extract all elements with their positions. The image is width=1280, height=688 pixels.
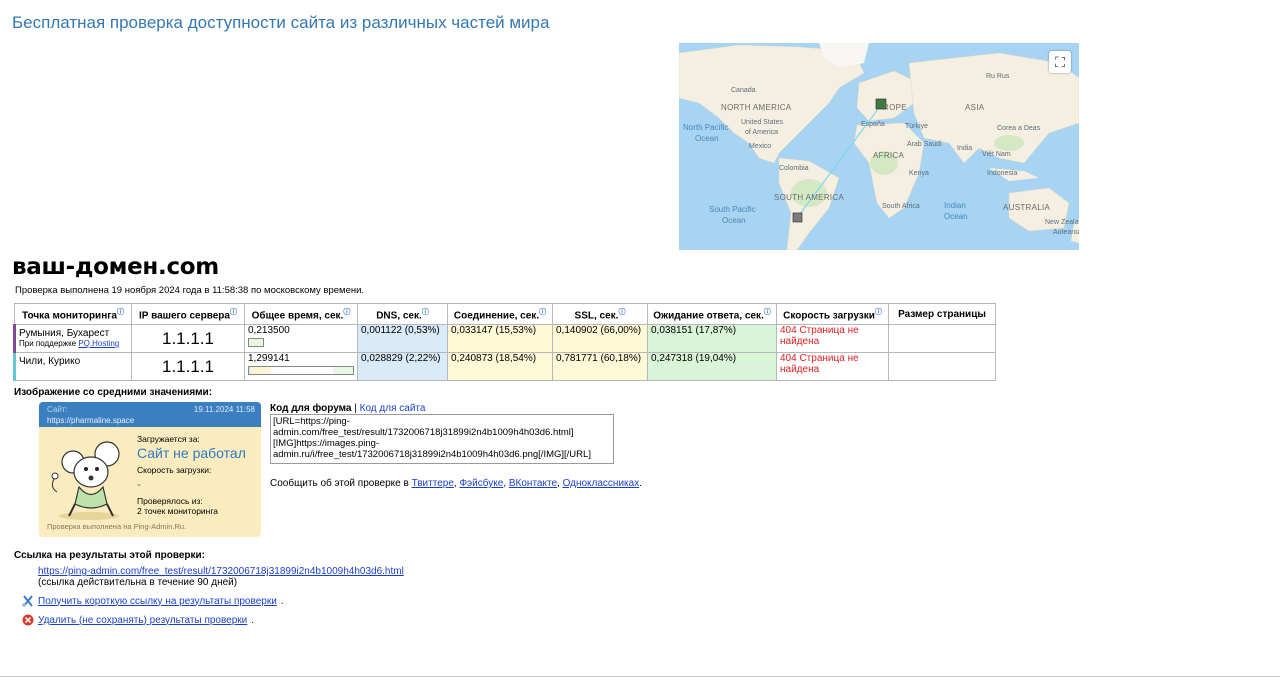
location-cell: Чили, Курико [13,352,132,381]
domain-heading: ваш-домен.com [12,254,219,280]
widget-checked-label: Проверялось из: [137,496,203,506]
help-icon[interactable]: ⓘ [539,308,547,316]
size-cell [888,352,996,381]
embed-code-textarea[interactable]: [URL=https://ping-admin.com/free_test/re… [270,414,614,464]
location-name: Чили, Курико [19,356,81,367]
results-table: Точка мониторингаⓘ IP вашего сервераⓘ Об… [13,303,996,381]
widget-speed-value: - [137,477,141,491]
marker-chile[interactable] [792,212,803,223]
hosting-credit: При поддержке PQ.Hosting [19,339,120,348]
delete-link[interactable]: Удалить (не сохранять) результаты провер… [38,614,248,626]
widget-status: Сайт не работал [137,445,246,461]
mouse-mascot-icon [51,441,120,520]
page-title: Бесплатная проверка доступности сайта из… [12,13,550,32]
delete-action: Удалить (не сохранять) результаты провер… [22,614,254,626]
tab-forum-code[interactable]: Код для форума [270,403,352,414]
dns-cell: 0,028829 (2,22%) [357,352,448,381]
ssl-cell: 0,781771 (60,18%) [552,352,648,381]
share-line: Сообщить об этой проверке в Твиттере, Фэ… [270,478,642,489]
share-facebook-link[interactable]: Фэйсбуке [459,478,504,489]
total-value: 0,213500 [248,325,290,336]
average-widget-image: Сайт: 19.11.2024 11:58 https://pharmalin… [39,402,261,537]
connect-cell: 0,033147 (15,53%) [447,324,553,353]
help-icon[interactable]: ⓘ [116,308,124,316]
scissors-icon [22,595,33,607]
header-ip: IP вашего сервераⓘ [131,303,245,325]
tab-separator: | [351,403,360,414]
header-connect: Соединение, сек.ⓘ [447,303,553,325]
help-icon[interactable]: ⓘ [763,308,771,316]
help-icon[interactable]: ⓘ [343,308,351,316]
widget-date: 19.11.2024 11:58 [193,405,255,414]
help-icon[interactable]: ⓘ [421,308,429,316]
widget-loading-label: Загружается за: [137,434,200,444]
share-suffix: . [639,478,642,489]
total-cell: 0,213500 [244,324,358,353]
delete-icon [22,614,34,626]
speed-cell: 404 Страница не найдена [776,352,889,381]
table-header-row: Точка мониторингаⓘ IP вашего сервераⓘ Об… [14,303,996,325]
share-prefix: Сообщить об этой проверке в [270,478,412,489]
header-total: Общее время, сек.ⓘ [244,303,358,325]
time-bar [248,366,354,375]
result-link-heading: Ссылка на результаты этой проверки: [14,550,206,561]
widget-url: https://pharmaline.space [47,416,135,425]
tab-site-code[interactable]: Код для сайта [359,403,426,414]
time-bar [248,338,264,347]
help-icon[interactable]: ⓘ [229,308,237,316]
location-cell: Румыния, Бухарест При поддержке PQ.Hosti… [13,324,132,353]
ssl-cell: 0,140902 (66,00%) [552,324,648,353]
fullscreen-icon[interactable]: ⛶ [1049,51,1071,73]
code-tabs: Код для форума | Код для сайта [270,403,425,414]
dns-cell: 0,001122 (0,53%) [357,324,448,353]
short-link-action: Получить короткую ссылку на результаты п… [22,595,284,607]
speed-cell: 404 Страница не найдена [776,324,889,353]
avg-image-heading: Изображение со средними значениями: [14,387,213,398]
total-value: 1,299141 [248,353,290,364]
widget-header: Сайт: 19.11.2024 11:58 https://pharmalin… [39,402,261,427]
widget-footer: Проверка выполнена на Ping-Admin.Ru. [47,522,187,531]
short-link[interactable]: Получить короткую ссылку на результаты п… [38,595,277,607]
widget-site-label: Сайт: [47,405,68,414]
check-time: Проверка выполнена 19 ноября 2024 года в… [15,285,365,296]
location-name: Румыния, Бухарест [19,328,110,339]
header-size: Размер страницы [888,303,996,325]
help-icon[interactable]: ⓘ [618,308,626,316]
widget-speed-label: Скорость загрузки: [137,465,212,475]
ip-cell: 1.1.1.1 [131,352,245,381]
hosting-link[interactable]: PQ.Hosting [78,339,120,348]
wait-cell: 0,247318 (19,04%) [647,352,777,381]
share-ok-link[interactable]: Одноклассниках [562,478,640,489]
table-row: Румыния, Бухарест При поддержке PQ.Hosti… [13,324,996,353]
header-ssl: SSL, сек.ⓘ [552,303,648,325]
header-dns: DNS, сек.ⓘ [357,303,448,325]
marker-romania[interactable] [875,98,887,110]
world-map[interactable]: NORTH AMERICA Canada United States of Am… [679,43,1079,250]
header-wait: Ожидание ответа, сек.ⓘ [647,303,777,325]
help-icon[interactable]: ⓘ [874,308,882,316]
share-vk-link[interactable]: ВКонтакте [508,478,557,489]
size-cell [888,324,996,353]
ip-cell: 1.1.1.1 [131,324,245,353]
total-cell: 1,299141 [244,352,358,381]
wait-cell: 0,038151 (17,87%) [647,324,777,353]
header-speed: Скорость загрузкиⓘ [776,303,889,325]
bottom-divider [0,676,1280,677]
header-location: Точка мониторингаⓘ [14,303,132,325]
result-url-link[interactable]: https://ping-admin.com/free_test/result/… [38,566,404,577]
share-twitter-link[interactable]: Твиттере [411,478,454,489]
result-link-note: (ссылка действительна в течение 90 дней) [38,577,238,588]
table-row: Чили, Курико 1.1.1.1 1,299141 0,028829 (… [13,352,996,381]
connect-cell: 0,240873 (18,54%) [447,352,553,381]
map-landmasses [679,43,1079,250]
widget-checked-value: 2 точек мониторинга [137,506,219,516]
